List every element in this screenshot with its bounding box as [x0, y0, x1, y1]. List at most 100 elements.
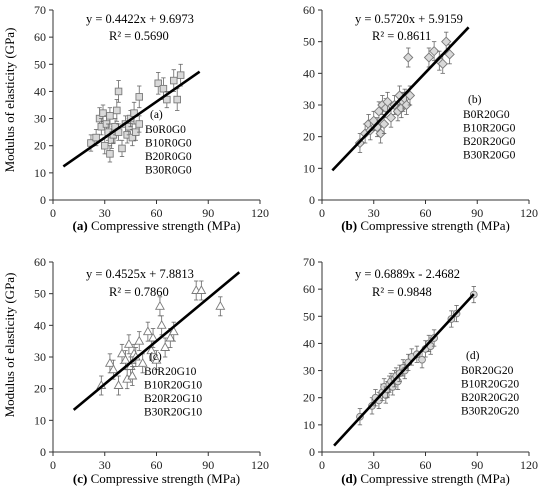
- x-tick-label: 120: [520, 458, 538, 472]
- x-axis-caption: (b) Compressive strength (MPa): [341, 218, 510, 233]
- y-tick-label: 50: [34, 287, 46, 301]
- data-point: [104, 357, 115, 367]
- trend-line: [333, 293, 475, 447]
- data-point: [385, 112, 397, 123]
- r-squared-label: R² = 0.5690: [109, 29, 169, 43]
- data-point: [437, 58, 448, 69]
- data-point: [215, 300, 226, 310]
- data-point: [418, 355, 426, 364]
- data-point: [173, 95, 181, 104]
- data-point: [441, 36, 452, 47]
- y-tick-label: 50: [34, 57, 46, 71]
- data-point: [378, 118, 390, 130]
- data-point: [100, 141, 109, 150]
- legend-entry: B0R20G10: [144, 366, 197, 378]
- data-point: [444, 49, 455, 60]
- caption-text: Compressive strength (MPa): [357, 471, 510, 486]
- data-point: [163, 95, 171, 104]
- equation-label: y = 0.6889x - 2.4682: [355, 267, 460, 281]
- legend-entry: B0R20G0: [463, 109, 510, 121]
- legend-entry: B10R20G0: [463, 123, 516, 135]
- data-point: [428, 46, 440, 57]
- y-tick-label: 50: [303, 35, 315, 49]
- legend-entry: B0R0G0: [145, 124, 186, 136]
- data-point: [168, 326, 179, 336]
- data-point: [113, 380, 124, 389]
- y-tick-label: 10: [34, 166, 46, 180]
- data-point: [403, 52, 414, 63]
- r-squared-label: R² = 0.8611: [372, 29, 431, 43]
- x-axis-caption: (a) Compressive strength (MPa): [73, 218, 241, 233]
- data-point: [375, 128, 386, 139]
- chart-panel-a: 0 10 20 30 40 50 60 70 0 30 60 90 120 y = 0.4422x + 9…: [34, 3, 269, 233]
- y-tick-label: 10: [303, 418, 315, 432]
- y-tick-label: 60: [34, 255, 46, 269]
- data-point: [114, 87, 123, 96]
- y-tick-label: 40: [303, 336, 315, 350]
- x-tick-label: 0: [319, 206, 325, 220]
- data-point: [106, 150, 114, 158]
- data-point: [92, 133, 100, 142]
- legend-entry: B20R0G0: [145, 151, 192, 163]
- panel-tag: (c): [149, 351, 162, 363]
- y-tick-label: 60: [303, 282, 315, 296]
- data-point: [135, 93, 143, 101]
- y-tick-label: 70: [303, 255, 315, 269]
- data-point: [117, 348, 127, 358]
- data-point: [120, 354, 131, 364]
- caption-text: Compressive strength (MPa): [87, 471, 240, 486]
- data-point: [165, 332, 176, 342]
- data-point: [423, 52, 435, 63]
- x-tick-label: 30: [368, 206, 380, 220]
- y-tick-label: 40: [303, 66, 315, 80]
- x-tick-label: 0: [50, 206, 56, 220]
- data-point: [382, 96, 393, 107]
- panel-tag: (b): [468, 94, 482, 106]
- x-tick-label: 30: [99, 458, 111, 472]
- data-point: [113, 106, 121, 115]
- data-point: [127, 370, 138, 380]
- data-point: [154, 79, 162, 88]
- equation-label: y = 0.5720x + 5.9159: [355, 12, 463, 26]
- legend-entry: B0R20G20: [461, 365, 514, 377]
- data-point: [135, 120, 143, 128]
- panel-tag: (a): [150, 109, 163, 121]
- data-point: [373, 106, 385, 117]
- data-point: [160, 342, 171, 351]
- equation-label: y = 0.4422x + 9.6973: [86, 12, 194, 26]
- caption-letter: (c): [73, 471, 87, 486]
- y-tick-label: 20: [303, 391, 315, 405]
- y-tick-label: 20: [34, 139, 46, 153]
- r-squared-label: R² = 0.7860: [109, 285, 169, 299]
- data-point: [99, 109, 107, 117]
- legend-entry: B20R20G10: [144, 393, 202, 405]
- y-tick-label: 0: [309, 445, 315, 459]
- y-tick-label: 70: [34, 3, 46, 17]
- y-tick-label: 40: [34, 84, 46, 98]
- data-point: [404, 90, 416, 101]
- x-tick-label: 120: [520, 206, 538, 220]
- y-tick-label: 20: [34, 382, 46, 396]
- y-tick-label: 30: [34, 350, 46, 364]
- legend-entry: B20R20G0: [463, 136, 516, 148]
- x-tick-label: 60: [151, 206, 163, 220]
- legend-entry: B30R20G0: [463, 150, 516, 162]
- data-point: [156, 319, 167, 329]
- data-point: [108, 364, 119, 374]
- data-point: [137, 357, 148, 367]
- legend-entry: B30R0G0: [145, 165, 192, 177]
- legend-entry: B10R0G0: [145, 138, 192, 150]
- data-point: [134, 335, 145, 345]
- x-tick-label: 30: [99, 206, 111, 220]
- r-squared-label: R² = 0.9848: [372, 285, 432, 299]
- y-tick-label: 60: [303, 3, 315, 17]
- data-point: [148, 332, 159, 342]
- data-point: [142, 326, 153, 336]
- x-axis-caption: (d) Compressive strength (MPa): [341, 471, 510, 486]
- legend-entry: B20R20G20: [461, 392, 519, 404]
- panel-tag: (d): [466, 350, 480, 362]
- trend-line: [62, 70, 201, 168]
- equation-label: y = 0.4525x + 7.8813: [86, 267, 194, 281]
- chart-panel-d: 0 10 20 30 40 50 60 70 0 30 60 90 120 y = 0.6889x - 2…: [303, 255, 538, 486]
